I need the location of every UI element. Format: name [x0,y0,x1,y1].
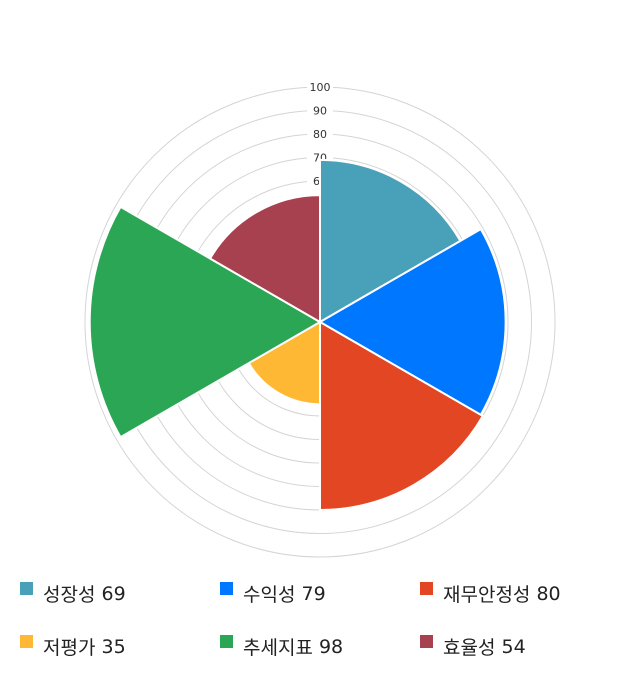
legend-swatch [420,635,433,648]
legend-item[interactable]: 추세지표 98 [220,633,343,660]
segment-4[interactable] [247,320,321,406]
legend-value: 98 [318,635,344,658]
legend-swatch [20,635,33,648]
legend-swatch [420,582,433,595]
legend-label: 추세지표 [243,637,313,659]
legend-value: 54 [501,635,526,658]
tick-label-bg [307,103,333,117]
legend-value: 35 [101,635,126,658]
segment-1[interactable] [319,158,462,324]
legend-label: 성장성 [43,584,96,606]
segment-3[interactable] [319,320,485,512]
legend-swatch [220,582,233,595]
legend-label: 효율성 [443,637,496,659]
legend-value: 79 [301,582,326,605]
tick-label-bg [307,80,333,93]
legend-label: 재무안정성 [443,584,531,606]
legend-item[interactable]: 저평가 35 [20,633,126,660]
tick-label: 100 [310,81,331,94]
segment-6[interactable] [208,194,321,324]
legend-swatch [20,582,33,595]
legend-swatch [220,635,233,648]
segment-5[interactable] [88,205,323,439]
legend-label: 저평가 [43,637,96,659]
tick-label: 90 [313,105,327,118]
polar-area-chart: 102030405060708090100 [84,80,556,558]
legend-item[interactable]: 재무안정성 80 [420,580,561,607]
tick-label-bg [307,127,333,140]
segment-2[interactable] [317,227,507,417]
legend-value: 80 [536,582,561,605]
legend-item[interactable]: 성장성 69 [20,580,126,607]
legend-label: 수익성 [243,584,296,606]
legend-item[interactable]: 효율성 54 [420,633,526,660]
tick-label: 80 [313,128,327,141]
legend-value: 69 [101,582,126,605]
legend-item[interactable]: 수익성 79 [220,580,326,607]
